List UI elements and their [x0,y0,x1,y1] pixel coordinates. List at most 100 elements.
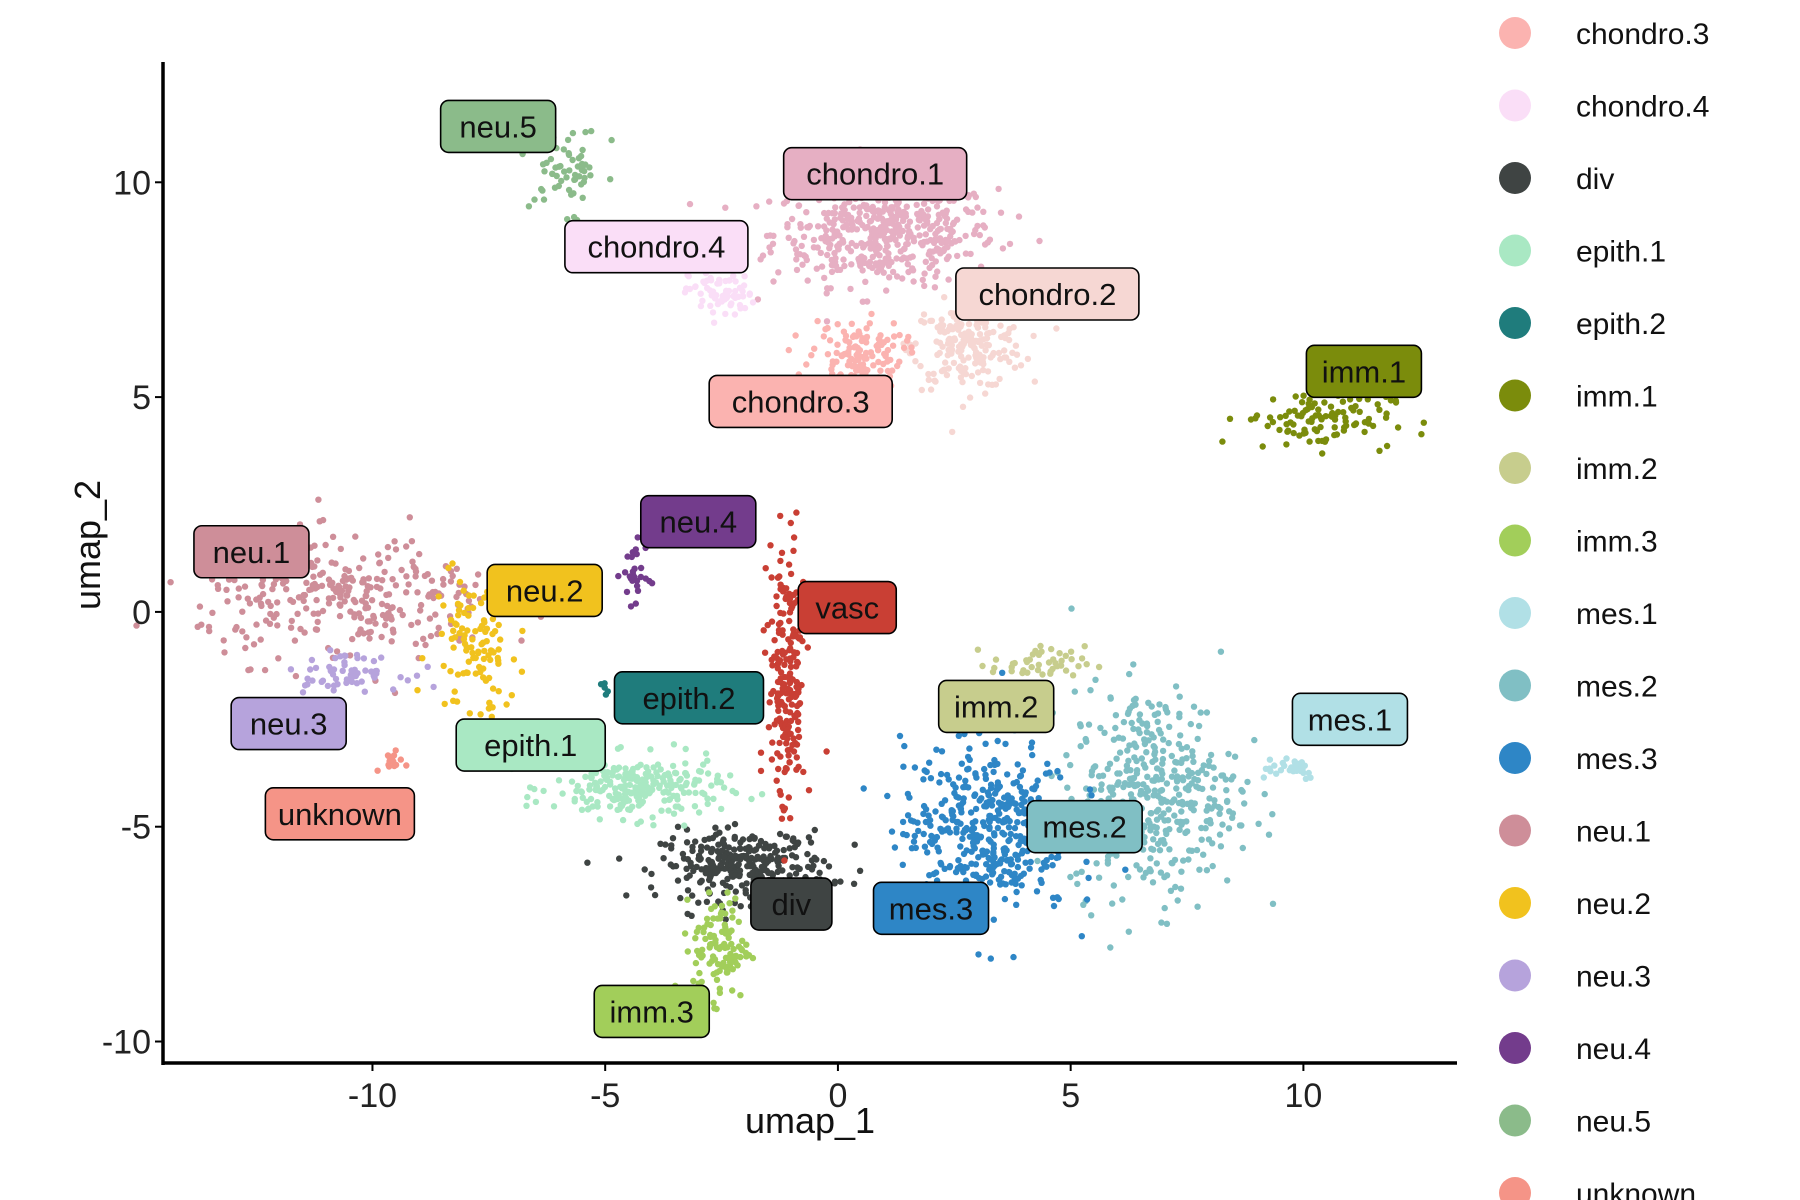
data-point [623,588,631,596]
data-point [259,590,267,598]
data-point [1184,800,1191,807]
data-point [269,585,276,593]
data-point [566,167,573,174]
data-point [776,739,783,747]
data-point [792,246,800,253]
data-point [793,266,801,274]
data-point [1188,847,1196,854]
data-point [848,217,855,224]
data-point [990,849,997,856]
data-point [796,865,803,873]
data-point [1078,933,1086,940]
data-point [914,224,921,231]
data-point [1283,441,1290,448]
data-point [1215,803,1222,811]
data-point [771,637,778,644]
data-point [465,597,473,604]
data-point [883,218,890,225]
data-point [921,282,928,290]
data-point [808,352,815,359]
data-point [662,841,669,848]
data-point [696,969,703,977]
data-point [392,747,399,754]
data-point [726,277,733,284]
data-point [1136,716,1143,724]
data-point [921,843,929,850]
data-point [1241,800,1248,807]
data-point [888,204,895,211]
data-point [1283,755,1290,762]
data-point [797,221,804,228]
data-point [637,564,645,572]
data-point [787,717,795,725]
legend-item-epith.2: epith.2 [1499,307,1666,341]
data-point [570,190,577,197]
data-point [699,789,706,796]
data-point [275,655,282,662]
data-point [911,764,919,771]
data-point [1125,873,1132,881]
data-point [856,209,863,216]
data-point [1124,747,1131,754]
data-point [616,855,623,862]
data-point [450,644,457,651]
data-point [724,875,731,883]
data-point [985,381,992,388]
data-point [397,756,404,763]
data-point [581,167,588,175]
data-point [1101,729,1108,736]
data-point [793,683,800,691]
y-axis-title: umap_2 [67,480,108,610]
data-point [757,749,765,756]
data-point [833,349,840,357]
data-point [844,211,852,219]
data-point [322,541,329,549]
data-point [463,644,470,651]
data-point [820,857,828,865]
data-point [636,783,644,790]
data-point [904,790,912,798]
data-point [1083,896,1091,903]
cluster-points-imm.3 [672,889,757,1013]
data-point [892,223,899,230]
data-point [355,631,362,638]
data-point [884,367,892,375]
data-point [795,763,802,770]
data-point [866,258,874,266]
data-point [1140,781,1147,788]
data-point [954,252,961,260]
data-point [905,268,912,276]
data-point [969,825,976,833]
data-point [1062,652,1070,659]
data-point [707,933,714,940]
data-point [1034,777,1041,784]
data-point [366,618,373,625]
data-point [1107,695,1114,702]
data-point [353,651,361,659]
data-point [722,882,730,889]
data-point [626,781,634,789]
data-point [1036,237,1043,245]
data-point [840,256,847,263]
data-point [968,372,975,380]
data-point [1211,775,1219,783]
data-point [1269,811,1276,818]
data-point [1193,846,1201,854]
data-point [1017,838,1024,845]
data-point [946,829,954,836]
data-point [693,928,701,936]
data-point [773,777,780,784]
legend-label: neu.3 [1576,961,1651,994]
data-point [896,331,903,339]
data-point [489,615,497,623]
data-point [582,773,589,780]
data-point [920,200,928,207]
data-point [987,955,994,962]
data-point [769,240,777,247]
data-point [726,929,733,936]
data-point [420,635,427,642]
data-point [769,739,776,746]
data-point [265,598,272,606]
data-point [337,653,344,660]
data-point [995,817,1002,824]
